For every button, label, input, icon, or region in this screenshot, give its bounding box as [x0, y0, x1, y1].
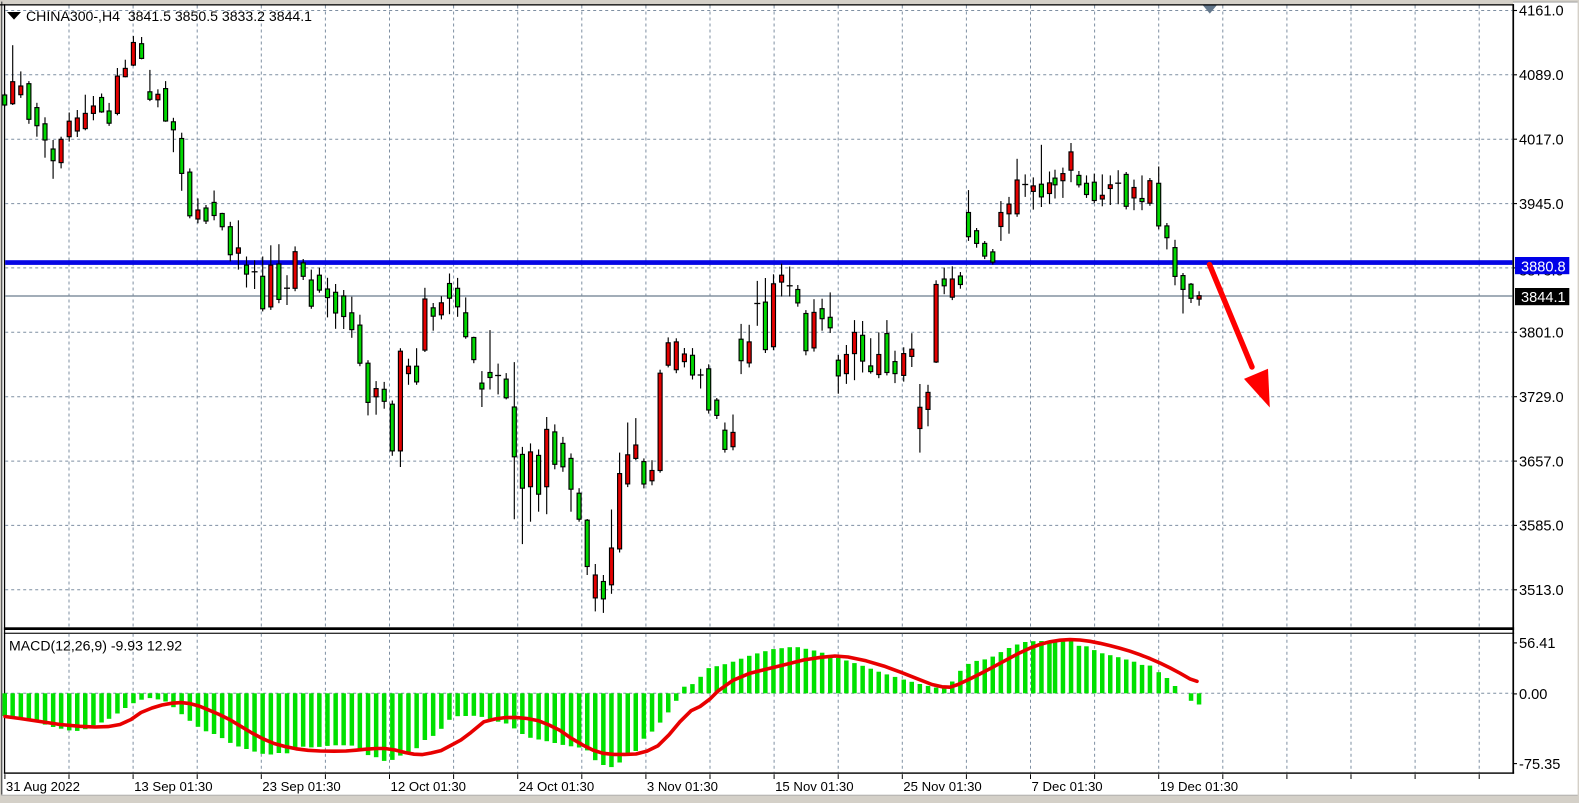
svg-text:24 Oct 01:30: 24 Oct 01:30: [519, 779, 595, 794]
svg-text:3 Nov 01:30: 3 Nov 01:30: [647, 779, 718, 794]
svg-text:CHINA300-,H4 3841.5 3850.5 38: CHINA300-,H4 3841.5 3850.5 3833.2 3844.1: [26, 8, 312, 24]
svg-text:19 Dec 01:30: 19 Dec 01:30: [1160, 779, 1238, 794]
svg-text:23 Sep 01:30: 23 Sep 01:30: [262, 779, 340, 794]
svg-text:4017.0: 4017.0: [1519, 132, 1564, 148]
svg-text:3729.0: 3729.0: [1519, 390, 1564, 406]
svg-text:15 Nov 01:30: 15 Nov 01:30: [775, 779, 853, 794]
svg-text:12 Oct 01:30: 12 Oct 01:30: [391, 779, 467, 794]
svg-text:13 Sep 01:30: 13 Sep 01:30: [134, 779, 212, 794]
svg-text:-75.35: -75.35: [1519, 757, 1560, 773]
svg-text:56.41: 56.41: [1519, 636, 1556, 652]
svg-text:3513.0: 3513.0: [1519, 583, 1564, 599]
svg-text:4161.0: 4161.0: [1519, 4, 1564, 20]
svg-text:3657.0: 3657.0: [1519, 454, 1564, 470]
svg-text:0.00: 0.00: [1519, 687, 1547, 703]
svg-text:3844.1: 3844.1: [1521, 290, 1566, 306]
svg-text:4089.0: 4089.0: [1519, 68, 1564, 84]
svg-text:3801.0: 3801.0: [1519, 326, 1564, 342]
svg-text:3880.8: 3880.8: [1521, 259, 1566, 275]
svg-text:7 Dec 01:30: 7 Dec 01:30: [1032, 779, 1103, 794]
svg-text:MACD(12,26,9) -9.93 12.92: MACD(12,26,9) -9.93 12.92: [9, 637, 182, 653]
svg-text:25 Nov 01:30: 25 Nov 01:30: [903, 779, 981, 794]
svg-text:3945.0: 3945.0: [1519, 197, 1564, 213]
svg-text:31 Aug 2022: 31 Aug 2022: [6, 779, 80, 794]
svg-text:3585.0: 3585.0: [1519, 519, 1564, 535]
